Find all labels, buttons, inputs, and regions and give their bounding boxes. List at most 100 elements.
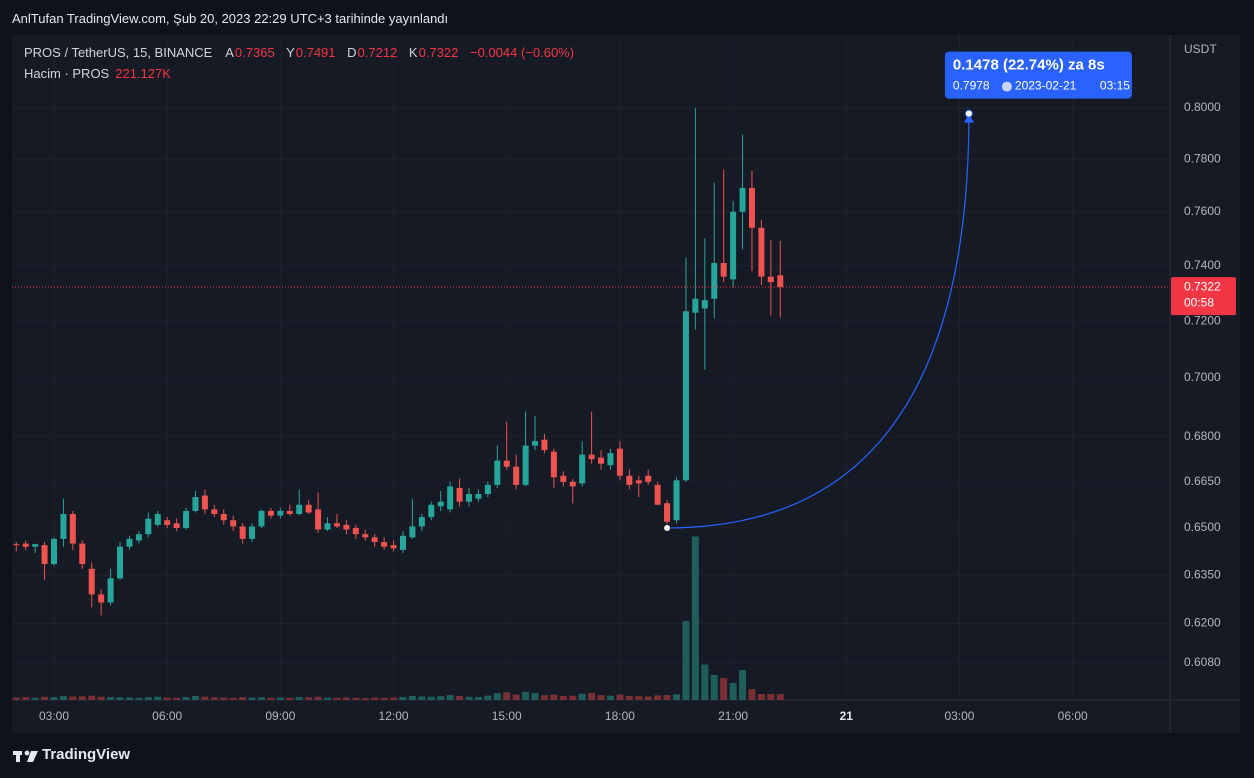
y-tick-label: 0.6500: [1184, 520, 1221, 534]
volume-bar: [503, 692, 511, 700]
candle-body: [522, 445, 529, 485]
legend-volume: Hacim · PROS 221.127K: [24, 66, 179, 81]
volume-bar: [295, 697, 303, 700]
measure-price: 0.7978: [953, 79, 990, 93]
candle-body: [456, 487, 463, 502]
volume-bar: [333, 697, 341, 700]
volume-bar: [540, 695, 548, 700]
volume-bar: [550, 694, 558, 700]
footer-brand: TradingView: [42, 746, 131, 763]
volume-bar: [182, 697, 190, 700]
y-tick-label: 0.6800: [1184, 429, 1221, 443]
candle-body: [145, 518, 152, 535]
price-tag-value: 0.7322: [1184, 279, 1221, 293]
volume-name: Hacim · PROS: [24, 66, 110, 81]
candle-body: [409, 526, 416, 538]
x-tick-label: 15:00: [492, 709, 522, 723]
volume-bar: [569, 695, 577, 700]
volume-bar: [352, 697, 360, 700]
candle-body: [220, 514, 227, 521]
candle-body: [201, 495, 208, 510]
volume-bar: [635, 696, 643, 700]
clock-icon: [1001, 81, 1012, 92]
y-tick-label: 0.7200: [1184, 313, 1221, 327]
measure-box: [944, 51, 1132, 99]
volume-bar: [390, 697, 398, 700]
measure-change: 0.1478 (22.74%) za 8s: [953, 57, 1105, 74]
volume-bar: [314, 696, 322, 700]
volume-bar: [729, 682, 737, 700]
candle-body: [305, 504, 312, 513]
price-tag-countdown: 00:58: [1184, 295, 1214, 309]
legend-key: D: [347, 45, 357, 60]
candle-body: [739, 187, 746, 212]
x-tick-label: 12:00: [379, 709, 409, 723]
candle-body: [69, 514, 76, 544]
volume-bar: [578, 693, 586, 700]
candle-body: [60, 514, 67, 539]
volume-bar: [597, 695, 605, 700]
candle-body: [645, 475, 652, 482]
volume-bar: [710, 674, 718, 700]
candle-body: [296, 504, 303, 515]
candle-body: [258, 510, 265, 527]
volume-bar: [739, 670, 747, 700]
volume-bar: [399, 697, 407, 700]
volume-bar: [484, 695, 492, 700]
candle-body: [484, 484, 491, 495]
volume-bar: [239, 697, 247, 700]
volume-bar: [305, 697, 313, 700]
candle-body: [494, 460, 501, 485]
measure-end: [964, 109, 973, 118]
candle-body: [777, 275, 784, 288]
volume-bar: [465, 696, 473, 700]
candle-body: [286, 510, 293, 515]
candle-body: [447, 486, 454, 510]
volume-bar: [78, 696, 86, 700]
volume-bar: [276, 697, 284, 700]
volume-bar: [380, 697, 388, 700]
candle-body: [32, 544, 39, 547]
candle-body: [758, 227, 765, 277]
candle-body: [154, 514, 161, 525]
volume-bar: [173, 697, 181, 700]
header: AnlTufan TradingView.com, Şub 20, 2023 2…: [12, 11, 449, 26]
volume-bar: [191, 695, 199, 700]
volume-bar: [97, 696, 105, 700]
candle-body: [428, 504, 435, 518]
volume-bar: [625, 695, 633, 700]
legend-value: 0.7365: [234, 45, 275, 60]
volume-bar: [248, 697, 256, 700]
candle-body: [437, 501, 444, 507]
candle-body: [173, 523, 180, 528]
candle-body: [192, 497, 199, 511]
candle-body: [98, 594, 105, 603]
candle-body: [475, 494, 482, 499]
candle-body: [532, 441, 539, 446]
candle-body: [22, 543, 29, 547]
volume-bar: [644, 696, 652, 700]
candle-body: [654, 484, 661, 505]
candle-body: [390, 545, 397, 549]
volume-bar: [654, 695, 662, 700]
x-tick-label: 03:00: [944, 709, 974, 723]
volume-value: 221.127K: [115, 66, 171, 81]
y-tick-label: 0.7600: [1184, 204, 1221, 218]
candle-body: [579, 454, 586, 484]
volume-bar: [220, 697, 228, 700]
candle-body: [362, 534, 369, 538]
volume-bar: [229, 697, 237, 700]
x-tick-label: 09:00: [265, 709, 295, 723]
volume-bar: [531, 692, 539, 700]
volume-bar: [437, 696, 445, 700]
volume-bar: [116, 697, 124, 700]
x-tick-label: 06:00: [152, 709, 182, 723]
price-tag: [1171, 277, 1236, 316]
candle-body: [126, 538, 133, 547]
candle-body: [277, 510, 284, 516]
y-unit: USDT: [1184, 42, 1217, 56]
candle-body: [333, 523, 340, 527]
candle-body: [135, 534, 142, 541]
volume-bar: [408, 695, 416, 700]
